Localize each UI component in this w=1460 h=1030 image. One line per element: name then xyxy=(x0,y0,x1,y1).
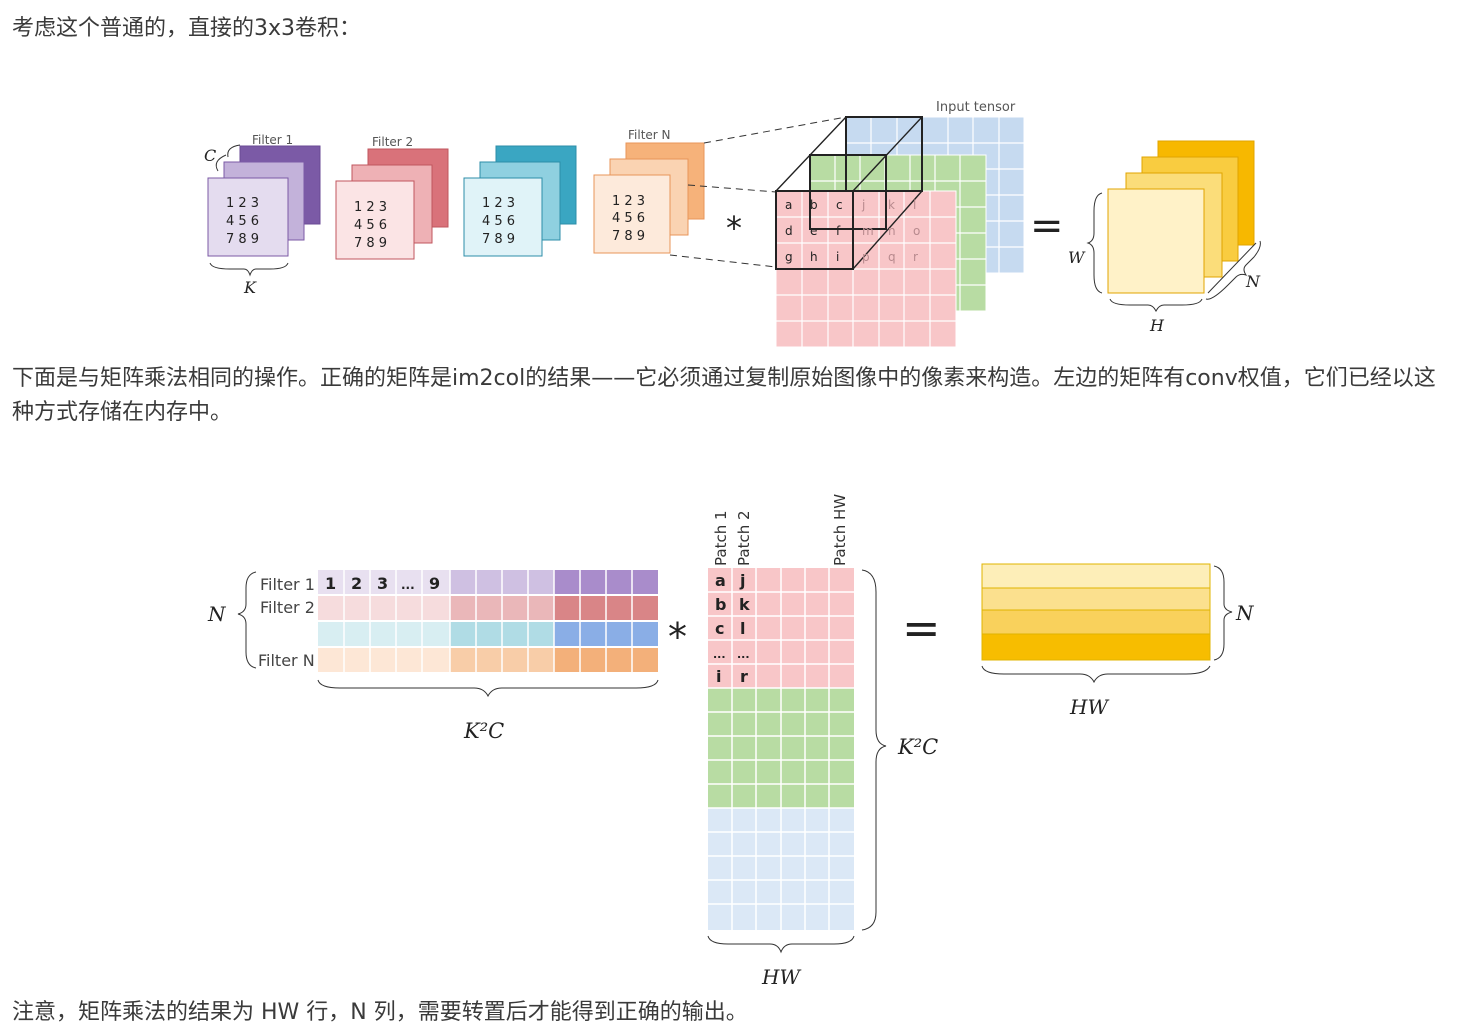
n-brace: N xyxy=(207,571,257,669)
weight-value-ellipsis: ... xyxy=(401,578,415,592)
diagram-label-figure1-filter_digits-1: 4 5 6 xyxy=(612,211,645,226)
filter-2-stack: Filter 2 1 2 3 4 5 6 7 8 9 xyxy=(335,135,449,260)
symbol-HW-output: HW xyxy=(1069,695,1109,719)
symbol-N-right: N xyxy=(1235,601,1255,625)
projection-lines xyxy=(669,116,847,268)
diagram-label-figure2-patch_col2-4: r xyxy=(740,667,748,686)
filter-n-label: Filter N xyxy=(628,128,671,142)
patch-2-header: Patch 2 xyxy=(735,510,753,566)
weight-value-1: 1 xyxy=(325,574,336,593)
input-tensor-label: Input tensor xyxy=(936,100,1016,115)
filter-1-row-1: 1 2 3 xyxy=(226,196,259,211)
row-label-filter-1: Filter 1 xyxy=(260,575,315,594)
filter-2-label: Filter 2 xyxy=(372,135,413,149)
diagram-label-figure2-patch_col2-0: j xyxy=(739,571,745,590)
diagram-label-figure1-patch_letters-2-1: h xyxy=(810,250,818,264)
paragraph-explanation: 下面是与矩阵乘法相同的操作。正确的矩阵是im2col的结果——它必须通过复制原始… xyxy=(12,366,1436,425)
symbol-K2C-bottom: K²C xyxy=(463,719,504,743)
row-label-filter-2: Filter 2 xyxy=(260,598,315,617)
symbol-HW-bottom: HW xyxy=(761,965,801,989)
diagram-label-figure1-filter_digits-1: 4 5 6 xyxy=(482,214,515,229)
diagram-label-figure2-patch_col1-3: ... xyxy=(713,648,726,661)
diagram-label-figure1-patch_letters-2-4: q xyxy=(888,250,896,264)
diagram-label-figure1-filter_digits-0: 1 2 3 xyxy=(612,194,645,209)
weight-value-3: 3 xyxy=(377,574,388,593)
input-tensor: Input tensor xyxy=(775,100,1025,348)
im2col-matrix: a b c ... i j k l ... r K²C HW xyxy=(707,568,938,989)
equals-sign-2: = xyxy=(902,601,941,655)
output-matrix: N HW xyxy=(981,563,1255,719)
weight-matrix: 1 2 3 ... 9 K²C xyxy=(317,570,659,743)
symbol-H: H xyxy=(1149,316,1165,335)
diagram-label-figure1-patch_letters-0-2: c xyxy=(836,198,843,212)
paragraph-cutoff: 注意，矩阵乘法的结果为 HW 行，N 列，需要转置后才能得到正确的输出。 xyxy=(12,1000,748,1025)
diagram-label-figure1-patch_letters-1-5: o xyxy=(913,224,920,238)
diagram-label-figure1-patch_letters-2-2: i xyxy=(836,250,839,264)
paragraph-intro: 考虑这个普通的，直接的3x3卷积： xyxy=(12,16,362,41)
figure-direct-convolution: Filter 1 1 2 3 4 5 6 7 8 9 C K Filter 2 … xyxy=(204,100,1261,348)
diagram-label-figure1-patch_letters-0-3: j xyxy=(861,198,865,212)
diagram-label-figure2-patch_col2-2: l xyxy=(740,619,745,638)
symbol-W: W xyxy=(1068,248,1086,267)
diagram-label-figure1-patch_letters-2-5: r xyxy=(913,250,918,264)
patch-1-header: Patch 1 xyxy=(712,510,730,566)
output-stack: W H N xyxy=(1068,140,1261,335)
diagram-label-figure1-filter_digits-2: 7 8 9 xyxy=(612,229,645,244)
diagram-label-figure1-filter_digits-1: 4 5 6 xyxy=(354,218,387,233)
symbol-K: K xyxy=(243,278,257,297)
diagram-label-figure1-patch_letters-0-0: a xyxy=(785,198,792,212)
symbol-C: C xyxy=(204,146,216,165)
diagram-label-figure1-patch_letters-0-1: b xyxy=(810,198,818,212)
diagram-label-figure1-filter_digits-2: 7 8 9 xyxy=(354,236,387,251)
symbol-N: N xyxy=(1245,272,1261,291)
diagram-label-figure1-patch_letters-1-1: e xyxy=(810,224,817,238)
filter-1-stack: Filter 1 1 2 3 4 5 6 7 8 9 C K xyxy=(204,133,321,297)
diagram-label-figure2-patch_col1-1: b xyxy=(715,595,726,614)
filter-1-row-3: 7 8 9 xyxy=(226,232,259,247)
filter-1-label: Filter 1 xyxy=(252,133,293,147)
equals-sign: = xyxy=(1030,203,1064,249)
weight-value-2: 2 xyxy=(351,574,362,593)
diagram-label-figure2-patch_col2-3: ... xyxy=(737,648,750,661)
diagram-label-figure1-filter_digits-0: 1 2 3 xyxy=(482,196,515,211)
weight-value-9: 9 xyxy=(429,574,440,593)
diagram-label-figure1-patch_letters-1-2: f xyxy=(836,224,841,238)
diagram-label-figure1-patch_letters-1-3: m xyxy=(862,224,874,238)
filter-1-row-2: 4 5 6 xyxy=(226,214,259,229)
patch-hw-header: Patch HW xyxy=(831,494,849,566)
symbol-K2C-right: K²C xyxy=(897,735,938,759)
diagram-label-figure1-filter_digits-2: 7 8 9 xyxy=(482,232,515,247)
row-label-filter-n: Filter N xyxy=(258,651,315,670)
figure-im2col-matrix-multiply: N Filter 1 Filter 2 Filter N 1 2 3 . xyxy=(207,494,1255,989)
diagram-label-figure1-patch_letters-2-0: g xyxy=(785,250,793,264)
filter-n-stack: Filter N 1 2 3 4 5 6 7 8 9 xyxy=(593,128,705,254)
diagram-label-figure2-patch_col1-4: i xyxy=(716,667,721,686)
diagram-label-figure1-patch_letters-1-4: n xyxy=(888,224,896,238)
filter-3-stack: 1 2 3 4 5 6 7 8 9 xyxy=(463,145,577,257)
diagram-label-figure1-patch_letters-2-3: p xyxy=(862,250,870,264)
diagram-label-figure1-patch_letters-0-5: l xyxy=(913,198,916,212)
diagram-label-figure1-patch_letters-0-4: k xyxy=(888,198,895,212)
diagram-label-figure2-patch_col2-1: k xyxy=(739,595,750,614)
diagram-label-figure1-patch_letters-1-0: d xyxy=(785,224,793,238)
convolution-operator: * xyxy=(726,209,742,247)
symbol-N-left: N xyxy=(207,602,227,626)
diagram-label-figure2-patch_col1-2: c xyxy=(715,619,724,638)
diagram-label-figure2-patch_col1-0: a xyxy=(715,571,726,590)
matmul-operator: * xyxy=(668,615,687,659)
diagram-label-figure1-filter_digits-0: 1 2 3 xyxy=(354,200,387,215)
